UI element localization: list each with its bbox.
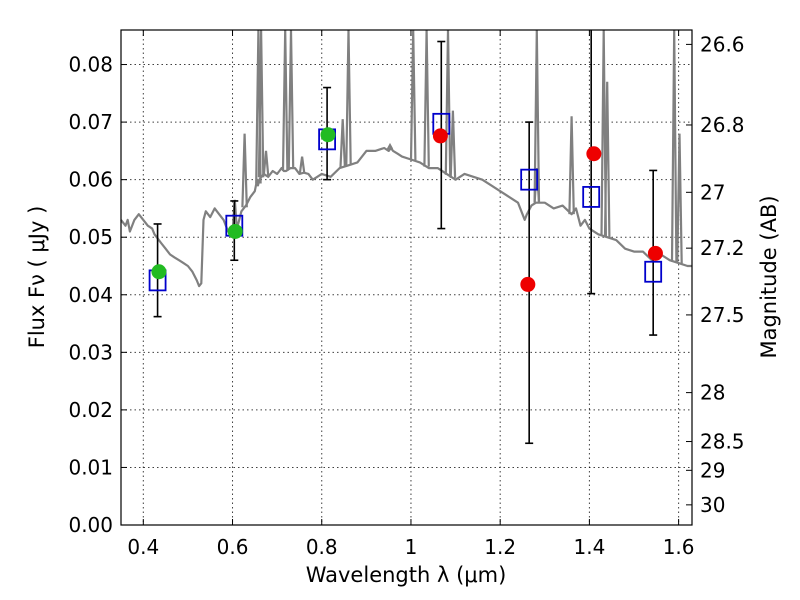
model-photometry-square — [582, 186, 601, 208]
model-photometry-square — [520, 168, 539, 191]
emission-line-spike — [533, 168, 541, 203]
x-tick-label: 1.4 — [573, 535, 605, 559]
red-data-point — [432, 128, 448, 144]
y-tick-label: 0.04 — [68, 283, 113, 307]
axes: 0.4 0.6 0.8 1 1.2 1.4 1.6 0.00 0.01 0.02 0.03 0.04 0… — [68, 30, 745, 559]
emission-line-spike — [568, 116, 575, 215]
emission-line-spike — [339, 119, 346, 168]
emission-line-spike — [423, 29, 430, 167]
right-tick-label: 28 — [700, 381, 725, 405]
y-tick-label: 0.07 — [68, 110, 113, 134]
green-data-point — [320, 127, 336, 143]
red-data-point — [647, 245, 663, 261]
right-axis-label: Magnitude (AB) — [757, 195, 781, 358]
red-data-point — [520, 276, 536, 292]
x-tick-label: 0.4 — [127, 535, 159, 559]
emission-line-spike — [603, 81, 611, 238]
right-tick-label: 27 — [700, 180, 725, 204]
x-tick-label: 0.8 — [306, 535, 338, 559]
y-tick-label: 0.02 — [68, 398, 113, 422]
y-tick-label: 0.03 — [68, 340, 113, 364]
right-tick-label: 28.5 — [700, 430, 745, 454]
x-tick-label: 0.6 — [217, 535, 249, 559]
green-data-point — [227, 223, 243, 239]
y-tick-label: 0.06 — [68, 168, 113, 192]
model-continuum-line — [120, 146, 692, 288]
emission-line-spike — [231, 199, 239, 232]
plot-frame — [120, 29, 693, 526]
emission-line-spike — [345, 29, 352, 166]
right-tick-label: 26.6 — [700, 32, 745, 56]
x-tick-label: 1.6 — [663, 535, 695, 559]
emission-line-spike — [298, 156, 306, 174]
y-tick-label: 0.08 — [68, 53, 113, 77]
right-tick-label: 27.2 — [700, 236, 745, 260]
model-photometry-square — [644, 260, 663, 283]
x-tick-label: 1.2 — [484, 535, 516, 559]
right-tick-label: 29 — [700, 458, 725, 482]
right-tick-label: 27.5 — [700, 303, 745, 327]
right-tick-label: 26.8 — [700, 113, 745, 137]
red-data-point — [586, 146, 602, 162]
y-axis-label: Flux Fν ( μJy ) — [25, 206, 49, 349]
emission-line-spike — [386, 142, 394, 150]
emission-line-spike — [281, 29, 289, 172]
model-spectrum — [120, 29, 692, 288]
emission-line-spike — [676, 133, 683, 264]
emission-line-spike — [449, 110, 457, 178]
x-tick-label: 1 — [405, 535, 418, 559]
emission-line-spike — [262, 150, 270, 176]
emission-line-spike — [444, 29, 452, 175]
emission-line-spike — [287, 29, 295, 169]
right-tick-label: 30 — [700, 493, 725, 517]
y-tick-label: 0.00 — [68, 513, 113, 537]
error-bars — [153, 30, 658, 445]
emission-line-spike — [409, 29, 417, 161]
emission-line-spike — [241, 133, 248, 208]
x-axis-label: Wavelength λ (μm) — [306, 563, 507, 587]
y-tick-label: 0.01 — [68, 455, 113, 479]
data-markers — [148, 112, 663, 292]
y-tick-label: 0.05 — [68, 225, 113, 249]
green-data-point — [151, 264, 167, 280]
